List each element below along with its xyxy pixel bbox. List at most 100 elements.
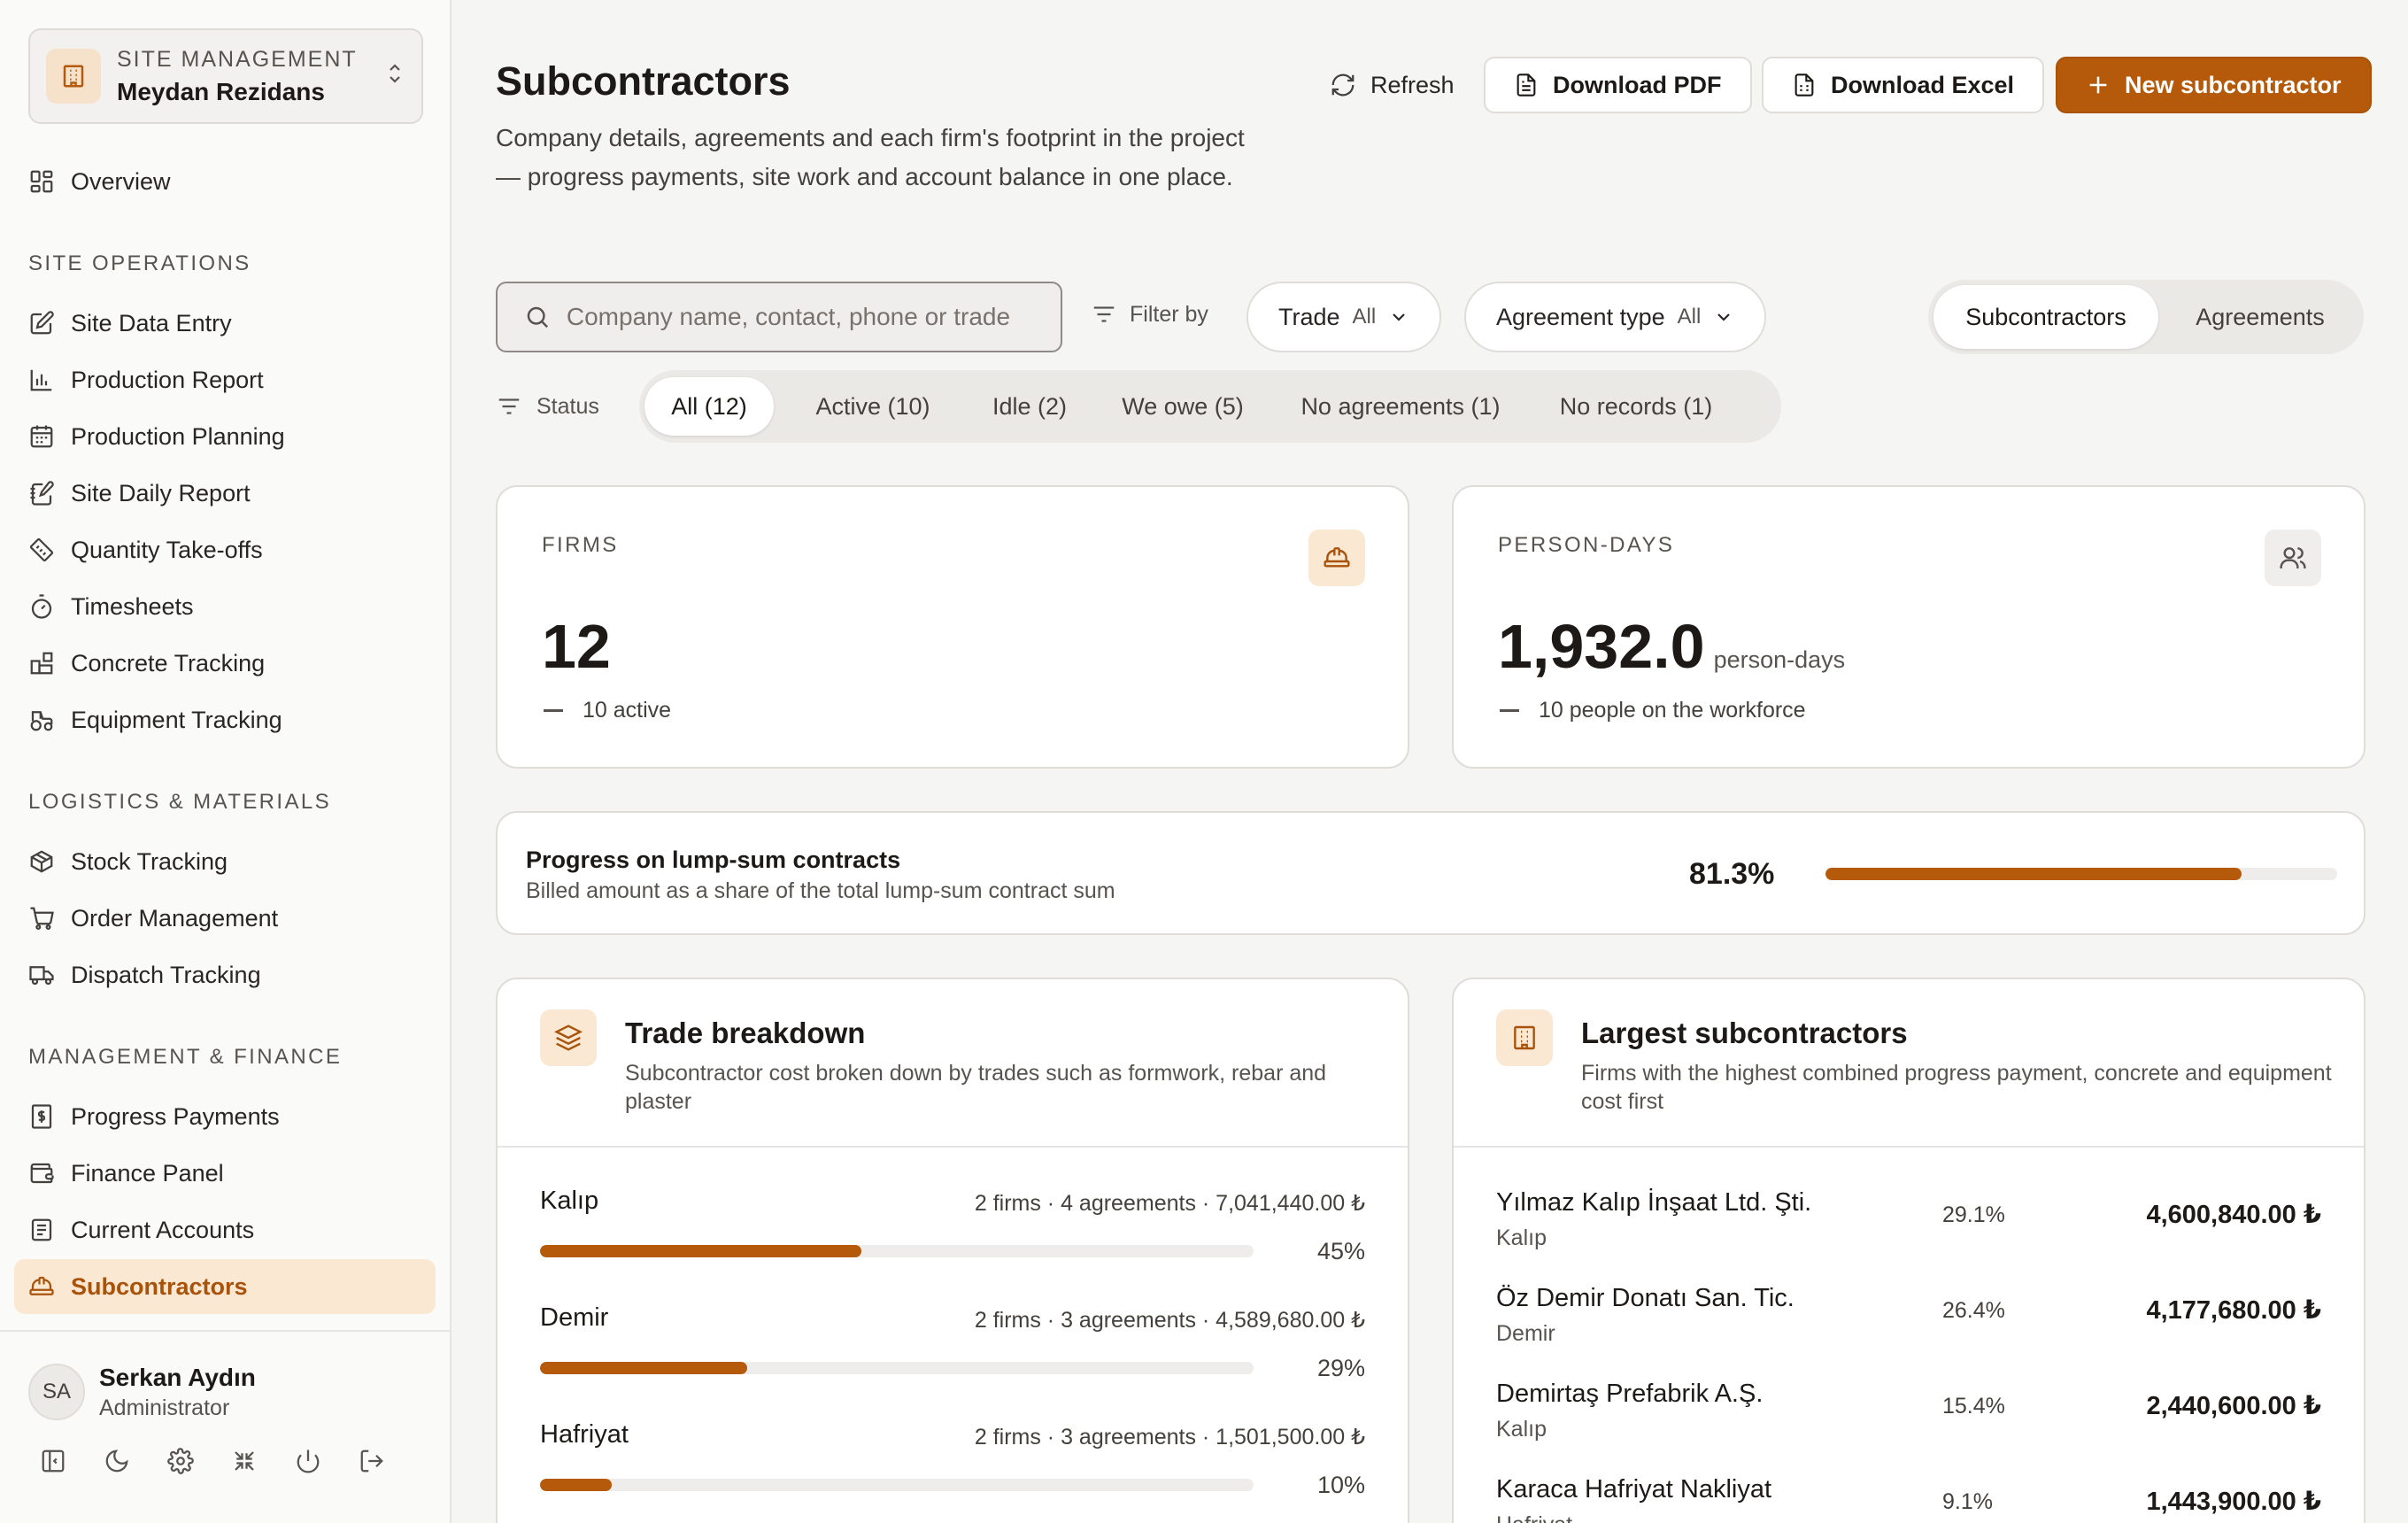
agreement-type-label: Agreement type	[1496, 303, 1665, 330]
sidebar-item-current-accounts[interactable]: Current Accounts	[14, 1202, 436, 1257]
user-name: Serkan Aydın	[99, 1364, 256, 1391]
divider	[498, 1146, 1408, 1148]
kpi-card-firms: FIRMS 12 10 active	[496, 485, 1409, 769]
divider	[1454, 1146, 2364, 1148]
sidebar-item-concrete-tracking[interactable]: Concrete Tracking	[14, 636, 436, 691]
layout-grid-icon	[30, 170, 53, 193]
subcontractor-share: 9.1%	[1942, 1489, 1993, 1514]
calendar-icon	[30, 425, 53, 448]
main-content: Subcontractors Company details, agreemen…	[452, 0, 2408, 1523]
trade-name: Hafriyat	[540, 1420, 629, 1449]
sidebar-item-site-data-entry[interactable]: Site Data Entry	[14, 296, 436, 351]
status-pill-we-owe[interactable]: We owe (5)	[1122, 392, 1244, 420]
sidebar-item-label: Site Daily Report	[71, 479, 251, 506]
download-excel-button[interactable]: Download Excel	[1762, 57, 2045, 113]
section-site-operations: SITE OPERATIONS	[28, 251, 251, 275]
sidebar-item-production-report[interactable]: Production Report	[14, 352, 436, 407]
subcontractor-name: Demirtaş Prefabrik A.Ş.	[1496, 1380, 1764, 1408]
new-subcontractor-button[interactable]: New subcontractor	[2056, 57, 2372, 113]
sidebar-item-subcontractors[interactable]: Subcontractors	[14, 1259, 436, 1314]
sidebar-item-label: Progress Payments	[71, 1102, 280, 1130]
sidebar-item-progress-payments[interactable]: Progress Payments	[14, 1089, 436, 1144]
lump-sum-progress-card: Progress on lump-sum contracts Billed am…	[496, 811, 2366, 935]
shrink-icon[interactable]	[230, 1447, 259, 1475]
sidebar-item-label: Production Planning	[71, 422, 285, 450]
sidebar-footer: SA Serkan Aydın Administrator	[0, 1330, 450, 1523]
site-switcher[interactable]: SITE MANAGEMENT Meydan Rezidans	[28, 28, 423, 124]
status-filter-label: Status	[496, 393, 599, 420]
trade-dropdown-value: All	[1352, 305, 1377, 329]
subcontractor-row[interactable]: Yılmaz Kalıp İnşaat Ltd. Şti. Kalıp 29.1% 4…	[1496, 1188, 2321, 1284]
trade-progress-track	[540, 1362, 1254, 1374]
trade-progress-fill	[540, 1362, 747, 1374]
sidebar-item-finance-panel[interactable]: Finance Panel	[14, 1146, 436, 1201]
trade-row[interactable]: Demir 2 firms · 3 agreements · 4,589,680.…	[540, 1303, 1365, 1420]
kpi-value: 12	[542, 612, 611, 681]
lump-sum-title: Progress on lump-sum contracts	[526, 847, 901, 873]
sidebar-item-timesheets[interactable]: Timesheets	[14, 579, 436, 634]
subcontractor-row[interactable]: Öz Demir Donatı San. Tic. Demir 26.4% 4,177…	[1496, 1284, 2321, 1380]
sidebar-item-overview[interactable]: Overview	[14, 154, 436, 209]
moon-icon[interactable]	[103, 1447, 131, 1475]
sidebar-item-order-management[interactable]: Order Management	[14, 891, 436, 946]
sidebar: SITE MANAGEMENT Meydan Rezidans Overview…	[0, 0, 452, 1523]
sidebar-item-equipment-tracking[interactable]: Equipment Tracking	[14, 692, 436, 747]
agreement-type-dropdown[interactable]: Agreement type All	[1464, 282, 1767, 352]
blocks-icon	[30, 652, 53, 675]
sidebar-item-label: Subcontractors	[71, 1272, 248, 1300]
ruler-icon	[29, 537, 54, 562]
download-excel-label: Download Excel	[1831, 71, 2015, 98]
search-input[interactable]	[566, 303, 1061, 331]
sidebar-item-production-planning[interactable]: Production Planning	[14, 409, 436, 464]
subcontractor-trade: Hafriyat	[1496, 1512, 1572, 1523]
wallet-icon	[30, 1163, 54, 1184]
gear-icon[interactable]	[166, 1447, 195, 1475]
tab-subcontractors[interactable]: Subcontractors	[1933, 285, 2158, 349]
chevron-down-icon	[1393, 313, 1405, 321]
sidebar-item-quantity-takeoffs[interactable]: Quantity Take-offs	[14, 522, 436, 577]
subcontractor-share: 15.4%	[1942, 1394, 2005, 1419]
avatar[interactable]: SA	[28, 1364, 85, 1420]
hard-hat-icon	[29, 1276, 54, 1295]
tab-agreements[interactable]: Agreements	[2196, 303, 2325, 330]
subcontractor-share: 29.1%	[1942, 1202, 2005, 1227]
status-pill-no-records[interactable]: No records (1)	[1559, 392, 1713, 420]
section-management-finance: MANAGEMENT & FINANCE	[28, 1045, 343, 1069]
timer-icon	[31, 594, 52, 619]
building-icon	[1496, 1009, 1553, 1066]
kpi-caption: FIRMS	[542, 533, 619, 557]
download-pdf-button[interactable]: Download PDF	[1484, 57, 1752, 113]
agreement-type-value: All	[1677, 305, 1702, 329]
status-pill-all[interactable]: All (12)	[644, 377, 774, 436]
subcontractor-name: Yılmaz Kalıp İnşaat Ltd. Şti.	[1496, 1188, 1812, 1217]
page-description: Company details, agreements and each fir…	[496, 124, 1245, 190]
truck-icon	[29, 966, 54, 986]
sidebar-item-label: Site Data Entry	[71, 309, 232, 336]
logout-icon[interactable]	[358, 1447, 386, 1475]
refresh-button[interactable]: Refresh	[1301, 57, 1483, 113]
trade-row[interactable]: Kalıp 2 firms · 4 agreements · 7,041,440.…	[540, 1187, 1365, 1303]
sidebar-item-label: Timesheets	[71, 592, 194, 620]
subcontractor-amount: 1,443,900.00 ₺	[2146, 1488, 2321, 1516]
status-pills: All (12) Active (10) Idle (2) We owe (5)…	[639, 370, 1781, 443]
subcontractor-row[interactable]: Demirtaş Prefabrik A.Ş. Kalıp 15.4% 2,440,6…	[1496, 1380, 2321, 1475]
status-pill-active[interactable]: Active (10)	[815, 392, 930, 420]
panel-collapse-icon[interactable]	[39, 1447, 67, 1475]
sidebar-item-stock-tracking[interactable]: Stock Tracking	[14, 834, 436, 889]
sidebar-item-site-daily-report[interactable]: Site Daily Report	[14, 466, 436, 521]
power-icon[interactable]	[294, 1447, 322, 1475]
trade-row[interactable]: Hafriyat 2 firms · 3 agreements · 1,501,5…	[540, 1420, 1365, 1523]
sidebar-item-dispatch-tracking[interactable]: Dispatch Tracking	[14, 947, 436, 1002]
filter-lines-icon	[498, 398, 520, 414]
trade-progress-track	[540, 1479, 1254, 1491]
refresh-label: Refresh	[1370, 71, 1455, 98]
trade-percent: 45%	[1316, 1238, 1365, 1264]
trade-dropdown[interactable]: Trade All	[1246, 282, 1442, 352]
building-icon	[46, 49, 101, 104]
file-spreadsheet-icon	[1794, 73, 1814, 97]
site-caption: SITE MANAGEMENT	[117, 46, 358, 72]
status-pill-no-agreements[interactable]: No agreements (1)	[1300, 392, 1501, 420]
status-pill-idle[interactable]: Idle (2)	[992, 392, 1068, 420]
ledger-icon	[31, 1218, 52, 1241]
subcontractor-row[interactable]: Karaca Hafriyat Nakliyat Hafriyat 9.1% 1,44…	[1496, 1475, 2321, 1523]
